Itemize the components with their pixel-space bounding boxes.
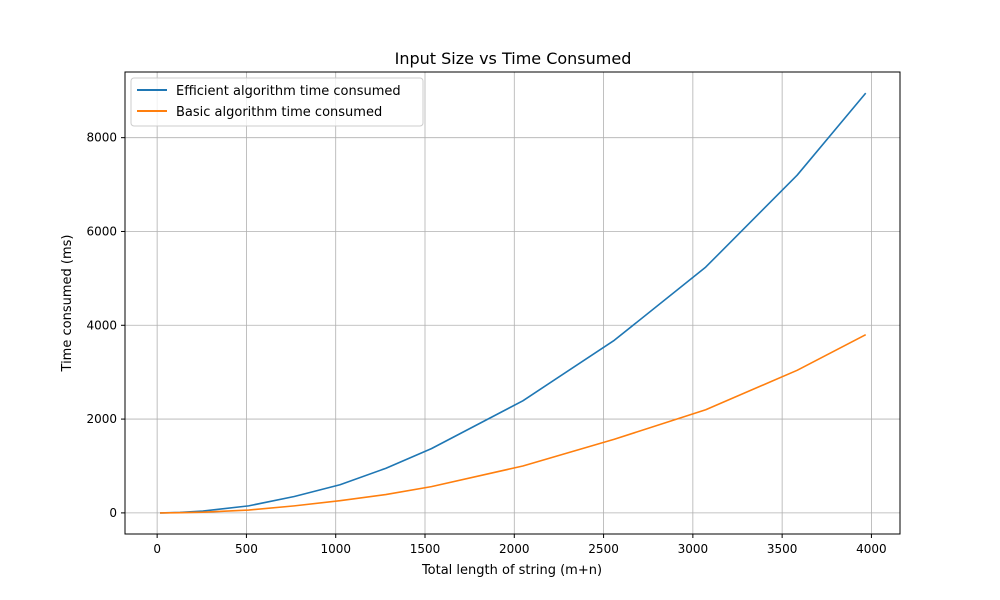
x-tick-label: 1500 <box>410 542 441 556</box>
x-tick-label: 3500 <box>767 542 798 556</box>
x-axis-label: Total length of string (m+n) <box>421 563 602 578</box>
legend-label-basic: Basic algorithm time consumed <box>176 105 382 120</box>
grid-lines <box>125 72 900 534</box>
chart-title: Input Size vs Time Consumed <box>395 49 632 68</box>
legend-label-efficient: Efficient algorithm time consumed <box>176 84 401 99</box>
x-tick-label: 2000 <box>499 542 530 556</box>
y-tick-label: 4000 <box>86 318 117 332</box>
x-tick-label: 2500 <box>588 542 619 556</box>
x-tick-label: 4000 <box>856 542 887 556</box>
x-tick-label: 3000 <box>678 542 709 556</box>
legend-box <box>130 77 424 127</box>
y-tick-label: 2000 <box>86 412 117 426</box>
x-tick-label: 0 <box>153 542 161 556</box>
y-tick-label: 6000 <box>86 224 117 238</box>
efficient-series-line <box>159 92 867 514</box>
legend: Efficient algorithm time consumed Basic … <box>130 77 424 127</box>
x-tick-label: 1000 <box>320 542 351 556</box>
plot-area-frame <box>124 71 901 535</box>
y-tick-label: 8000 <box>86 131 117 145</box>
series-lines <box>159 92 867 514</box>
y-tick-label: 0 <box>109 506 117 520</box>
basic-series-line <box>159 333 867 514</box>
y-axis-label: Time consumed (ms) <box>60 235 75 373</box>
axis-ticks: 0 500 1000 1500 2000 2500 3000 3500 4000 0 2000 400… <box>86 131 886 556</box>
x-tick-label: 500 <box>235 542 258 556</box>
